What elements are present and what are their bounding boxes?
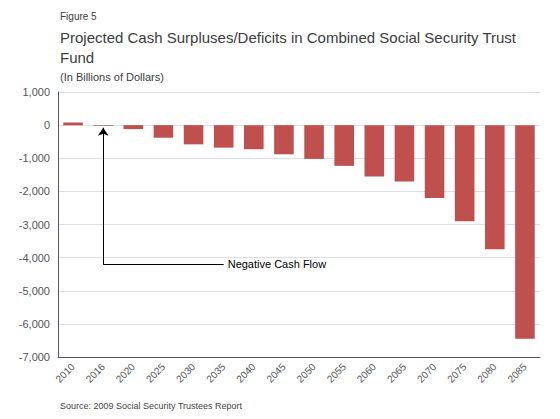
svg-text:1,000: 1,000 — [22, 86, 50, 98]
svg-text:Source: 2009 Social Security T: Source: 2009 Social Security Trustees Re… — [60, 401, 243, 411]
svg-text:-6,000: -6,000 — [19, 318, 50, 330]
svg-text:-4,000: -4,000 — [19, 252, 50, 264]
svg-text:Negative Cash Flow: Negative Cash Flow — [228, 258, 326, 270]
svg-text:Figure 5: Figure 5 — [60, 11, 97, 22]
svg-text:-7,000: -7,000 — [19, 351, 50, 363]
svg-text:Projected Cash Surpluses/Defic: Projected Cash Surpluses/Deficits in Com… — [60, 29, 520, 46]
svg-text:2040: 2040 — [234, 361, 258, 385]
svg-text:2020: 2020 — [114, 361, 138, 385]
svg-text:-5,000: -5,000 — [19, 285, 50, 297]
svg-text:-2,000: -2,000 — [19, 185, 50, 197]
svg-text:(In Billions of Dollars): (In Billions of Dollars) — [60, 71, 164, 83]
svg-text:2080: 2080 — [475, 361, 499, 385]
svg-text:2035: 2035 — [204, 361, 228, 385]
svg-text:2065: 2065 — [385, 361, 409, 385]
svg-text:2030: 2030 — [174, 361, 198, 385]
svg-text:-3,000: -3,000 — [19, 219, 50, 231]
svg-text:Fund: Fund — [60, 49, 94, 66]
svg-text:2075: 2075 — [445, 361, 469, 385]
svg-text:0: 0 — [44, 119, 50, 131]
svg-text:2085: 2085 — [505, 361, 529, 385]
svg-text:2055: 2055 — [325, 361, 349, 385]
svg-text:2016: 2016 — [84, 361, 108, 385]
svg-text:2025: 2025 — [144, 361, 168, 385]
svg-text:2010: 2010 — [53, 361, 77, 385]
svg-text:2070: 2070 — [415, 361, 439, 385]
svg-text:-1,000: -1,000 — [19, 152, 50, 164]
svg-text:2060: 2060 — [355, 361, 379, 385]
svg-text:2045: 2045 — [264, 361, 288, 385]
svg-text:2050: 2050 — [294, 361, 318, 385]
